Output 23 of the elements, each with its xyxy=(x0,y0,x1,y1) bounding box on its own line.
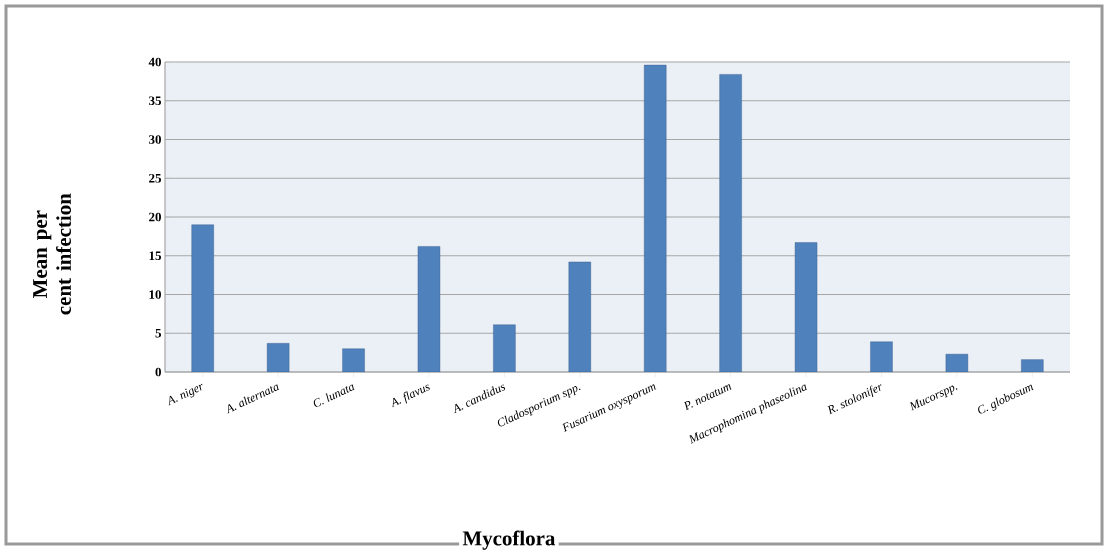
bar xyxy=(342,348,365,372)
bar xyxy=(568,261,591,372)
x-tick-label: A. niger xyxy=(168,383,203,406)
y-tick-label: 10 xyxy=(149,290,161,299)
y-tick-label: 30 xyxy=(149,135,161,144)
y-axis-title: Mean per cent infection xyxy=(33,193,71,315)
x-tick-label: A. flavus xyxy=(392,384,430,408)
x-tick-label: C. lunata xyxy=(313,384,355,407)
y-tick-label: 35 xyxy=(149,96,162,106)
bar xyxy=(417,246,441,372)
bar xyxy=(493,324,516,372)
y-tick-label: 20 xyxy=(149,212,161,222)
bar xyxy=(719,74,742,372)
bar xyxy=(794,242,818,372)
y-tick-label: 40 xyxy=(148,57,161,67)
y-tick-label: 25 xyxy=(149,173,162,183)
bar xyxy=(191,224,214,372)
bar xyxy=(644,64,667,372)
y-tick-label: 0 xyxy=(155,367,161,377)
bar xyxy=(870,341,893,372)
y-tick-label: 15 xyxy=(149,251,162,261)
x-axis-title: Mycoflora xyxy=(462,530,556,550)
y-tick-label: 5 xyxy=(155,328,162,338)
